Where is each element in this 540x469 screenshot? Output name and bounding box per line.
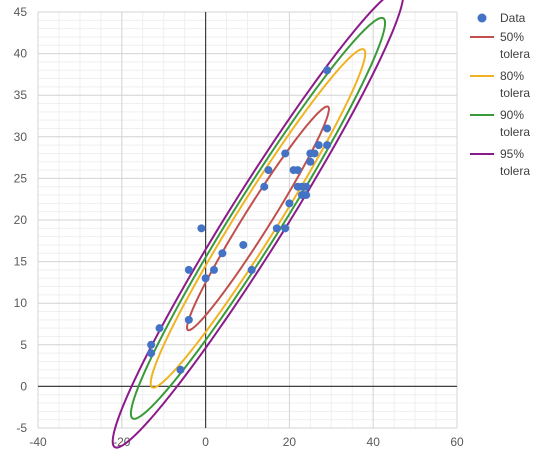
y-tick-label: 10 — [14, 296, 28, 310]
legend-label: 50% — [500, 30, 524, 44]
x-tick-label: -40 — [29, 435, 47, 449]
legend-item: 90% tolera — [470, 108, 530, 139]
data-point — [272, 224, 281, 233]
x-tick-label: 40 — [367, 435, 381, 449]
y-tick-label: 25 — [14, 171, 28, 185]
legend-item: 95% tolera — [470, 147, 530, 178]
legend-label: tolera — [500, 47, 530, 61]
data-point — [260, 182, 269, 191]
data-point — [323, 141, 332, 150]
y-tick-label: 15 — [14, 255, 28, 269]
y-tick-label: 40 — [14, 47, 28, 61]
data-points — [147, 66, 332, 374]
data-point — [184, 265, 193, 274]
y-tick-label: -5 — [16, 421, 27, 435]
legend-label: tolera — [500, 125, 530, 139]
data-point — [302, 191, 311, 200]
legend-label: tolera — [500, 164, 530, 178]
data-point — [264, 166, 273, 175]
plot-grid — [37, 11, 458, 429]
data-point — [323, 66, 332, 75]
y-tick-label: 5 — [20, 338, 27, 352]
x-tick-label: 0 — [202, 435, 209, 449]
y-tick-label: 30 — [14, 130, 28, 144]
y-tick-label: 0 — [20, 379, 27, 393]
data-point — [314, 141, 323, 150]
legend-label: Data — [500, 11, 526, 25]
data-point — [285, 199, 294, 208]
data-point — [209, 265, 218, 274]
x-tick-label: -20 — [113, 435, 131, 449]
tolerance-ellipse — [149, 48, 367, 389]
tick-labels: -40 -20 0 20 40 60 -5 0 5 10 15 20 25 30 35 40 45 — [14, 5, 464, 449]
tolerance-ellipse — [186, 105, 330, 332]
legend-label: 90% — [500, 108, 524, 122]
data-point — [147, 349, 156, 358]
legend-label: tolera — [500, 86, 530, 100]
data-point — [184, 315, 193, 324]
legend-item: Data — [477, 11, 526, 25]
legend: Data 50% tolera 80% tolera 90% tolera 95% tolera — [470, 11, 530, 178]
legend-marker — [477, 13, 487, 23]
tolerance-ellipses — [111, 0, 404, 449]
data-point — [218, 249, 227, 258]
x-tick-label: 60 — [450, 435, 464, 449]
y-tick-label: 35 — [14, 88, 28, 102]
y-tick-label: 45 — [14, 5, 28, 19]
data-point — [201, 274, 210, 283]
data-point — [176, 365, 185, 374]
data-point — [306, 149, 315, 158]
data-point — [281, 224, 290, 233]
tolerance-ellipse — [111, 0, 404, 449]
plot-axes — [38, 12, 457, 428]
data-point — [306, 157, 315, 166]
data-point — [247, 265, 256, 274]
legend-item: 50% tolera — [470, 30, 530, 61]
data-point — [289, 166, 298, 175]
data-point — [323, 124, 332, 133]
data-point — [239, 240, 248, 249]
data-point — [197, 224, 206, 233]
legend-label: 95% — [500, 147, 524, 161]
data-point — [293, 182, 302, 191]
y-tick-label: 20 — [14, 213, 28, 227]
legend-label: 80% — [500, 69, 524, 83]
legend-item: 80% tolera — [470, 69, 530, 100]
data-point — [147, 340, 156, 349]
tolerance-ellipse — [129, 16, 387, 420]
data-point — [302, 182, 311, 191]
x-tick-label: 20 — [283, 435, 297, 449]
data-point — [281, 149, 290, 158]
data-point — [155, 324, 164, 333]
